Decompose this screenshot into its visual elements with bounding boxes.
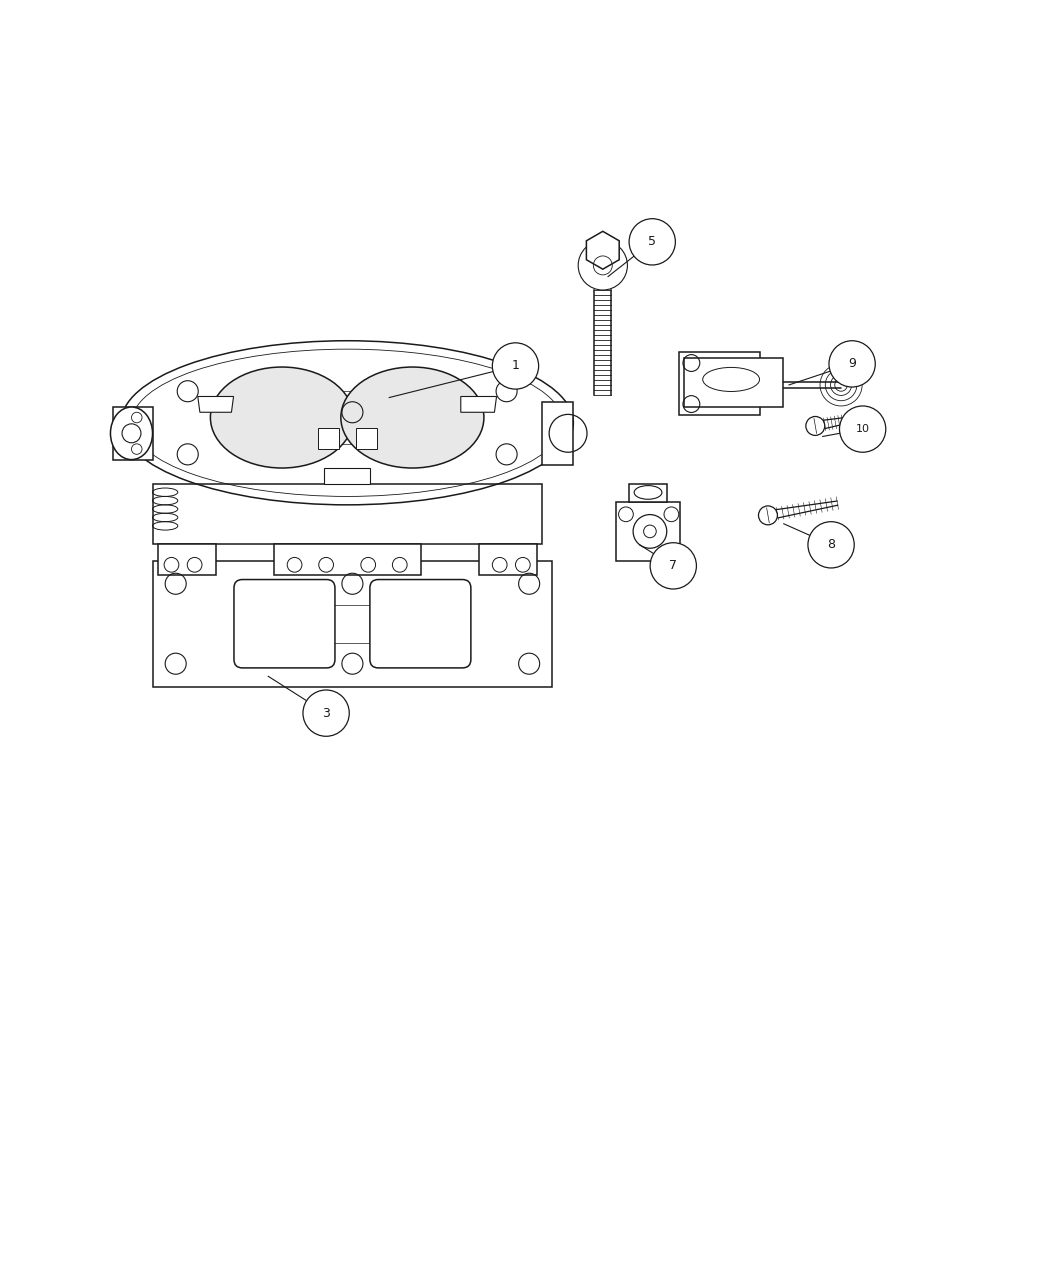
- Circle shape: [808, 522, 854, 568]
- Ellipse shape: [210, 367, 353, 468]
- Circle shape: [303, 689, 349, 737]
- Polygon shape: [680, 352, 760, 414]
- FancyBboxPatch shape: [234, 579, 335, 668]
- Text: 3: 3: [322, 706, 330, 720]
- Ellipse shape: [341, 367, 484, 468]
- Text: 8: 8: [827, 538, 835, 551]
- Polygon shape: [321, 391, 373, 444]
- Circle shape: [579, 240, 627, 290]
- Polygon shape: [153, 560, 552, 687]
- Polygon shape: [113, 407, 153, 459]
- Polygon shape: [684, 358, 783, 407]
- Text: 1: 1: [511, 359, 520, 372]
- Polygon shape: [321, 605, 384, 642]
- Polygon shape: [356, 428, 377, 449]
- FancyBboxPatch shape: [370, 579, 471, 668]
- Polygon shape: [629, 483, 667, 501]
- Circle shape: [829, 340, 875, 388]
- Polygon shape: [616, 501, 680, 560]
- Circle shape: [629, 219, 675, 265]
- Circle shape: [492, 343, 539, 389]
- Polygon shape: [198, 396, 234, 412]
- Polygon shape: [158, 544, 216, 576]
- Text: 9: 9: [848, 357, 856, 371]
- Polygon shape: [318, 428, 339, 449]
- Polygon shape: [586, 231, 620, 269]
- Polygon shape: [274, 544, 421, 576]
- Polygon shape: [542, 402, 573, 464]
- Text: 5: 5: [648, 235, 656, 248]
- Polygon shape: [461, 396, 497, 412]
- Polygon shape: [479, 544, 537, 576]
- Polygon shape: [153, 483, 542, 544]
- Circle shape: [650, 542, 696, 590]
- Circle shape: [839, 405, 886, 453]
- Ellipse shape: [110, 407, 153, 459]
- Text: 10: 10: [855, 425, 870, 434]
- Text: 7: 7: [669, 559, 677, 573]
- Polygon shape: [324, 468, 370, 483]
